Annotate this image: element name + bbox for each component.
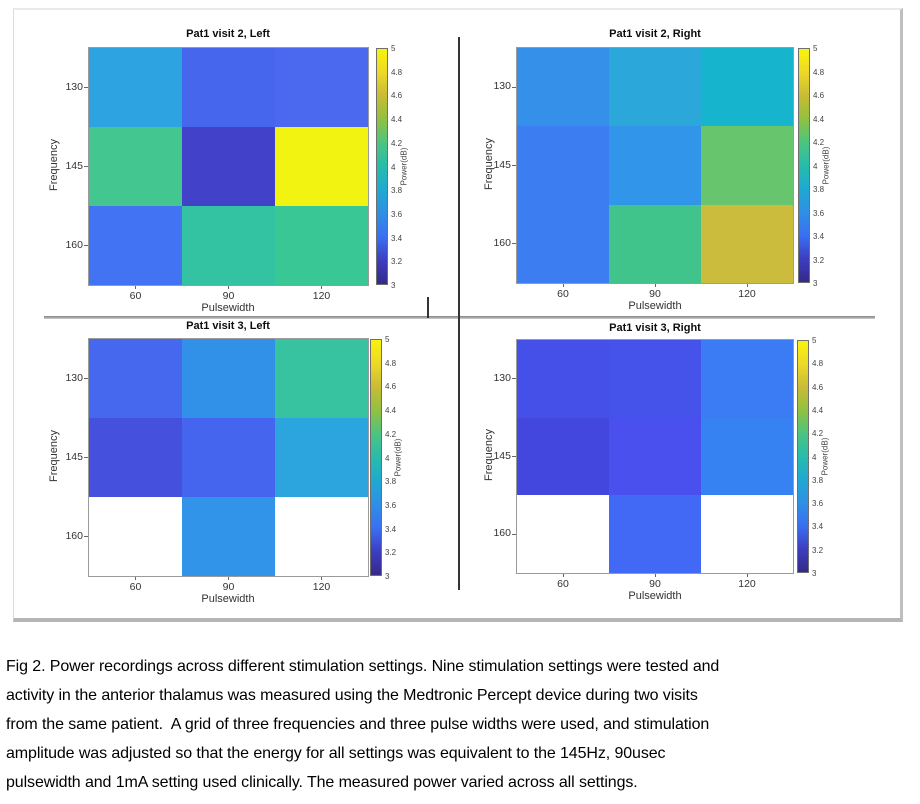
caption-line: Fig 2. Power recordings across different… (6, 658, 720, 675)
vertical-divider-line (458, 37, 460, 590)
caption-line: amplitude was adjusted so that the energ… (6, 745, 666, 762)
figure-caption: Fig 2. Power recordings across different… (6, 652, 911, 797)
short-tick-line (427, 297, 429, 318)
caption-line: pulsewidth and 1mA setting used clinical… (6, 774, 638, 791)
caption-line: from the same patient. A grid of three f… (6, 716, 710, 733)
caption-line: activity in the anterior thalamus was me… (6, 687, 698, 704)
